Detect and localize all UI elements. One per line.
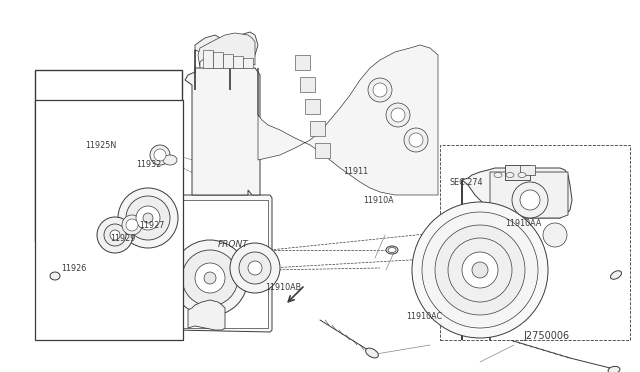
Polygon shape [198, 33, 255, 68]
Circle shape [422, 212, 538, 328]
Circle shape [104, 224, 126, 246]
Text: 11910A: 11910A [364, 196, 394, 205]
Polygon shape [300, 77, 315, 92]
Text: FRONT: FRONT [218, 240, 248, 249]
Polygon shape [258, 45, 438, 195]
Circle shape [435, 225, 525, 315]
Polygon shape [490, 172, 568, 340]
Circle shape [412, 202, 548, 338]
Text: 11910AC: 11910AC [406, 312, 442, 321]
Polygon shape [230, 32, 258, 90]
Polygon shape [175, 195, 272, 332]
Circle shape [126, 196, 170, 240]
Ellipse shape [518, 173, 526, 177]
Circle shape [448, 238, 512, 302]
Circle shape [172, 240, 248, 316]
Circle shape [512, 182, 548, 218]
Bar [440, 145, 630, 340]
Circle shape [230, 243, 280, 293]
Ellipse shape [506, 173, 514, 177]
Ellipse shape [494, 173, 502, 177]
Circle shape [373, 83, 387, 97]
Circle shape [204, 272, 216, 284]
Circle shape [391, 108, 405, 122]
Text: SEC.274: SEC.274 [450, 178, 483, 187]
Polygon shape [213, 52, 223, 68]
Text: 11910AB: 11910AB [266, 283, 301, 292]
Text: J2750006: J2750006 [524, 331, 570, 340]
Circle shape [143, 213, 153, 223]
Bar [35, 100, 183, 340]
Polygon shape [203, 50, 213, 68]
Circle shape [543, 223, 567, 247]
Ellipse shape [608, 366, 620, 372]
Circle shape [150, 145, 170, 165]
Text: 11911: 11911 [343, 167, 368, 176]
Circle shape [239, 252, 271, 284]
Text: 11910AA: 11910AA [506, 219, 542, 228]
Circle shape [520, 190, 540, 210]
Polygon shape [188, 300, 225, 330]
Text: 11927: 11927 [140, 221, 165, 230]
Circle shape [248, 261, 262, 275]
Circle shape [386, 103, 410, 127]
Ellipse shape [386, 246, 398, 254]
Polygon shape [462, 168, 572, 340]
Circle shape [462, 252, 498, 288]
Polygon shape [295, 55, 310, 70]
Bar [505, 165, 530, 180]
Circle shape [409, 133, 423, 147]
Polygon shape [305, 99, 320, 114]
Circle shape [182, 250, 238, 306]
Ellipse shape [163, 155, 177, 165]
Bar [35, 70, 182, 241]
Polygon shape [178, 200, 268, 328]
Polygon shape [185, 68, 260, 195]
Polygon shape [315, 143, 330, 158]
Circle shape [122, 215, 142, 235]
Circle shape [110, 230, 120, 240]
Circle shape [195, 263, 225, 293]
Text: 11932: 11932 [136, 160, 161, 169]
Circle shape [97, 217, 133, 253]
Circle shape [154, 149, 166, 161]
Circle shape [118, 188, 178, 248]
Polygon shape [223, 54, 233, 68]
Ellipse shape [50, 272, 60, 280]
Text: 11925N: 11925N [85, 141, 116, 150]
Text: 11929: 11929 [110, 234, 136, 243]
Polygon shape [195, 35, 222, 90]
Circle shape [404, 128, 428, 152]
Ellipse shape [365, 348, 378, 358]
Text: 11926: 11926 [61, 264, 86, 273]
Polygon shape [233, 56, 243, 68]
Circle shape [126, 219, 138, 231]
Polygon shape [310, 121, 325, 136]
Bar [520, 165, 535, 175]
Circle shape [368, 78, 392, 102]
Ellipse shape [388, 247, 396, 253]
Ellipse shape [611, 271, 621, 279]
Circle shape [472, 262, 488, 278]
Circle shape [136, 206, 160, 230]
Polygon shape [243, 58, 253, 68]
